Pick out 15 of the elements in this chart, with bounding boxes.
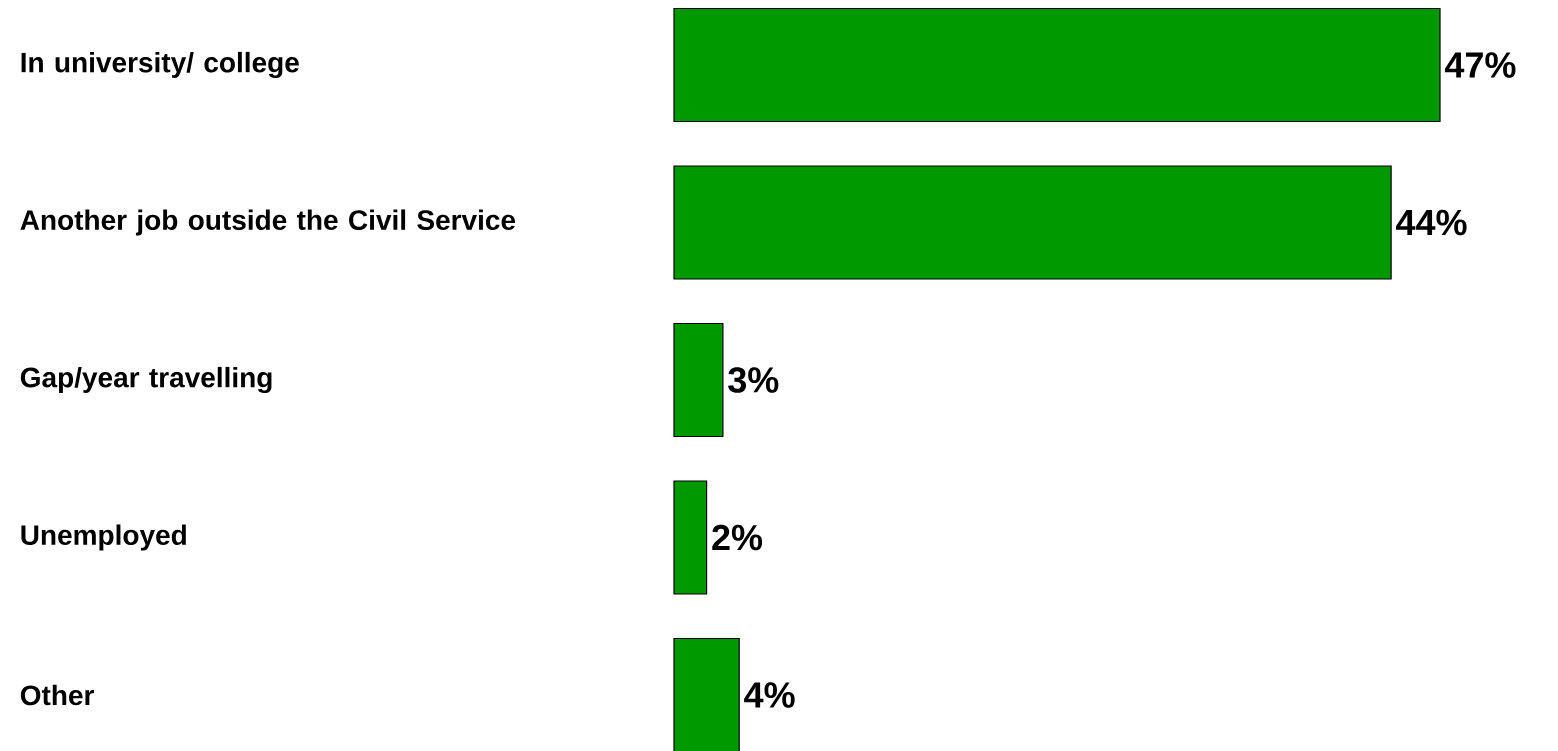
data-label: 47% (1444, 52, 1516, 78)
bar (673, 637, 740, 751)
bar (673, 7, 1441, 123)
data-label: 44% (1396, 209, 1467, 236)
y-tick-label: In university/ college (21, 51, 299, 79)
y-tick-label: Gap/year travelling (20, 366, 272, 394)
y-tick-label: Another job outside the Civil Service (20, 209, 516, 236)
y-tick-label: Other (20, 684, 94, 706)
bar (673, 322, 724, 438)
bar (673, 165, 1392, 280)
data-label: 4% (744, 682, 795, 708)
y-tick-label: Unemployed (21, 524, 186, 551)
data-label: 2% (712, 524, 763, 551)
data-label: 3% (728, 367, 779, 393)
bar (673, 480, 708, 595)
